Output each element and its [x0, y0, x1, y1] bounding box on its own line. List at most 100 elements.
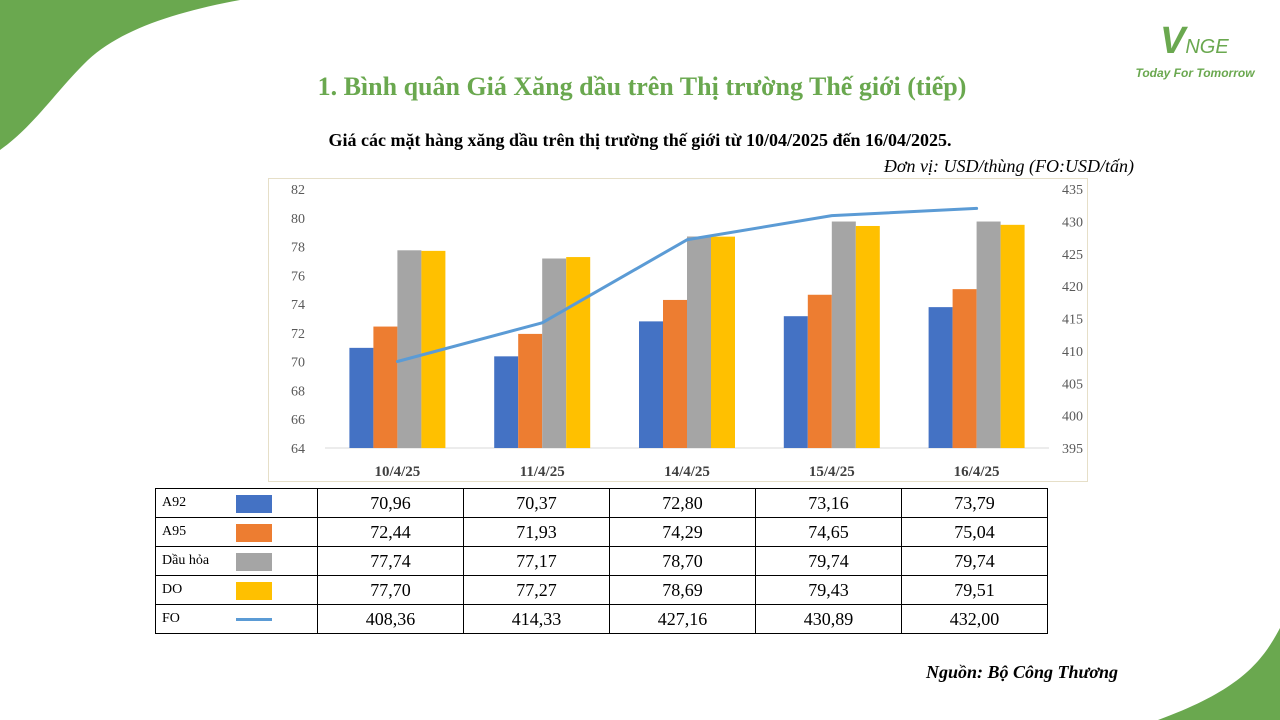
- source-note: Nguồn: Bộ Công Thương: [926, 662, 1118, 682]
- series-name: DO: [162, 582, 183, 597]
- table-cell: 427,16: [609, 604, 756, 634]
- table-row: FO 408,36 414,33 427,16 430,89 432,00: [155, 604, 1048, 634]
- bar-a92: [639, 321, 663, 448]
- y-tick-label: 76: [291, 269, 305, 284]
- series-name: FO: [162, 611, 180, 626]
- chart-title: Giá các mặt hàng xăng dầu trên thị trườn…: [328, 130, 952, 150]
- x-tick-label: 14/4/25: [664, 464, 710, 480]
- table-cell: 71,93: [463, 517, 610, 547]
- y2-tick-label: 400: [1062, 410, 1083, 425]
- series-label-cell: A95: [155, 517, 318, 547]
- legend-key: [236, 582, 272, 600]
- x-tick-label: 15/4/25: [809, 464, 855, 480]
- line-fo: [395, 206, 979, 363]
- table-cell: 70,96: [317, 488, 464, 518]
- x-tick-label: 16/4/25: [954, 464, 1000, 480]
- page-title: 1. Bình quân Giá Xăng dầu trên Thị trườn…: [317, 72, 967, 101]
- logo-mark: VNGE: [1160, 20, 1229, 62]
- table-cell: 79,74: [755, 546, 902, 576]
- table-cell: 74,65: [755, 517, 902, 547]
- bar-a95: [518, 333, 543, 448]
- y-tick-label: 64: [291, 442, 305, 457]
- bar-a92: [494, 356, 519, 448]
- series-label-cell: DO: [155, 575, 318, 605]
- x-tick-label: 11/4/25: [520, 464, 565, 480]
- bar-do: [1000, 224, 1025, 448]
- y2-tick-label: 425: [1062, 248, 1083, 263]
- bar-a92: [783, 316, 808, 448]
- bar-dầu-hỏa: [397, 250, 422, 448]
- series-label-cell: FO: [155, 604, 318, 634]
- table-cell: 77,17: [463, 546, 610, 576]
- y-tick-label: 82: [291, 183, 305, 198]
- y-tick-label: 74: [291, 298, 305, 313]
- company-logo: VNGE Today For Tomorrow: [1120, 16, 1270, 86]
- y-tick-label: 68: [291, 384, 305, 399]
- y-tick-label: 72: [291, 327, 305, 342]
- table-cell: 78,69: [609, 575, 756, 605]
- bar-dầu-hỏa: [831, 221, 856, 448]
- bar-do: [566, 257, 591, 448]
- bar-a95: [373, 326, 398, 448]
- legend-key: [236, 495, 272, 513]
- table-cell: 72,80: [609, 488, 756, 518]
- x-tick-label: 10/4/25: [374, 464, 420, 480]
- table-cell: 75,04: [901, 517, 1048, 547]
- table-cell: 79,74: [901, 546, 1048, 576]
- table-cell: 74,29: [609, 517, 756, 547]
- bar-do: [855, 225, 880, 448]
- table-cell: 73,79: [901, 488, 1048, 518]
- bar-do: [711, 236, 735, 448]
- bar-a92: [928, 307, 953, 448]
- bar-a95: [952, 289, 977, 448]
- bar-a95: [807, 294, 832, 448]
- bar-a95: [663, 299, 687, 448]
- logo-tagline: Today For Tomorrow: [1135, 66, 1255, 80]
- bar-a92: [349, 347, 374, 448]
- table-row: Dầu hỏa 77,74 77,17 78,70 79,74 79,74: [155, 546, 1048, 576]
- series-name: A92: [162, 495, 187, 510]
- y-tick-label: 78: [291, 241, 305, 256]
- table-cell: 72,44: [317, 517, 464, 547]
- table-cell: 414,33: [463, 604, 610, 634]
- table-cell: 78,70: [609, 546, 756, 576]
- y2-tick-label: 395: [1062, 442, 1083, 457]
- table-cell: 430,89: [755, 604, 902, 634]
- y-tick-label: 80: [291, 212, 305, 227]
- table-cell: 408,36: [317, 604, 464, 634]
- table-cell: 79,43: [755, 575, 902, 605]
- data-table: A92 70,96 70,37 72,80 73,16 73,79 A95 72,44 71,9…: [155, 488, 1048, 634]
- legend-key: [236, 618, 272, 621]
- y2-tick-label: 415: [1062, 313, 1083, 328]
- y-tick-label: 66: [291, 413, 305, 428]
- table-cell: 77,27: [463, 575, 610, 605]
- table-cell: 79,51: [901, 575, 1048, 605]
- table-cell: 432,00: [901, 604, 1048, 634]
- table-row: DO 77,70 77,27 78,69 79,43 79,51: [155, 575, 1048, 605]
- legend-key: [236, 553, 272, 571]
- bar-dầu-hỏa: [976, 221, 1001, 448]
- y2-tick-label: 430: [1062, 215, 1083, 230]
- chart-area: 64 66 68 70 72 74 76 78 80 82 395 400 405 410 415 420 42…: [268, 178, 1088, 482]
- y2-tick-label: 405: [1062, 377, 1083, 392]
- unit-note: Đơn vị: USD/thùng (FO:USD/tấn): [883, 156, 1134, 176]
- table-row: A92 70,96 70,37 72,80 73,16 73,79: [155, 488, 1048, 518]
- series-name: Dầu hỏa: [162, 553, 210, 568]
- bar-dầu-hỏa: [542, 258, 567, 448]
- combo-chart: 64 66 68 70 72 74 76 78 80 82 395 400 405 410 415 420 42…: [291, 183, 1083, 480]
- y2-tick-label: 420: [1062, 280, 1083, 295]
- y-tick-label: 70: [291, 356, 305, 371]
- table-cell: 77,70: [317, 575, 464, 605]
- bar-dầu-hỏa: [687, 236, 711, 448]
- series-name: A95: [162, 524, 187, 539]
- series-label-cell: A92: [155, 488, 318, 518]
- table-cell: 77,74: [317, 546, 464, 576]
- y2-tick-label: 410: [1062, 345, 1083, 360]
- table-cell: 73,16: [755, 488, 902, 518]
- series-label-cell: Dầu hỏa: [155, 546, 318, 576]
- y2-tick-label: 435: [1062, 183, 1083, 198]
- table-row: A95 72,44 71,93 74,29 74,65 75,04: [155, 517, 1048, 547]
- table-cell: 70,37: [463, 488, 610, 518]
- legend-key: [236, 524, 272, 542]
